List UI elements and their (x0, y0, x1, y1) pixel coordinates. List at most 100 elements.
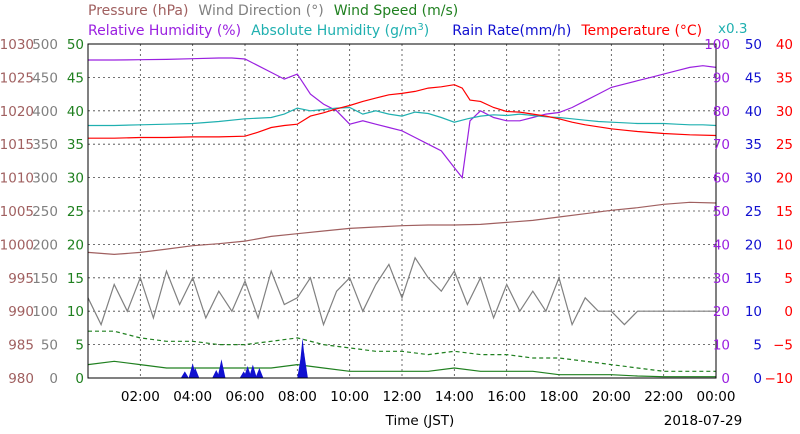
y-tick-label: 40 (67, 104, 84, 120)
y-tick-label: 35 (776, 70, 793, 86)
y-tick-label: 45 (67, 70, 84, 86)
rain-rate-bar (255, 367, 264, 378)
y-tick-label: 985 (8, 338, 34, 354)
y-tick-label: 1030 (0, 37, 34, 53)
y-tick-label: 15 (776, 204, 793, 220)
legend-item: Wind Direction (°) (198, 3, 323, 19)
rain-rate-bar (248, 364, 257, 378)
y-tick-label: 10 (745, 304, 762, 320)
legend-item: Wind Speed (m/s) (334, 3, 459, 19)
y-tick-label: 30 (67, 171, 84, 187)
y-tick-label: 60 (713, 171, 730, 187)
y-tick-label: 995 (8, 271, 34, 287)
x-tick-label: 10:00 (330, 389, 369, 405)
y-tick-label: 250 (32, 204, 58, 220)
y-tick-label: 20 (745, 237, 762, 253)
y-tick-label: 0 (784, 304, 793, 320)
series-layer (87, 57, 717, 378)
y-tick-label: 50 (713, 204, 730, 220)
y-tick-label: 990 (8, 304, 34, 320)
series-line (88, 106, 717, 127)
y-tick-label: 500 (32, 37, 58, 53)
y-tick-label: 20 (67, 237, 84, 253)
y-tick-label: 35 (745, 137, 762, 153)
rain-rate-bar (299, 351, 308, 378)
legend: Pressure (hPa) Wind Direction (°) Wind Spe… (88, 3, 747, 39)
y-tick-label: 90 (713, 70, 730, 86)
legend-item: Rain Rate(mm/h) (452, 23, 571, 39)
y-tick-label: 25 (745, 204, 762, 220)
x-axis-label: Time (JST) (385, 413, 455, 429)
y-tick-label: 15 (67, 271, 84, 287)
y-tick-label: 1005 (0, 204, 34, 220)
y-tick-label: 5 (75, 338, 84, 354)
y-tick-label: 100 (32, 304, 58, 320)
x-tick-label: 22:00 (644, 389, 683, 405)
axes-layer: 9809859909951000100510101015102010251030… (0, 37, 793, 405)
y-tick-label: 10 (713, 338, 730, 354)
y-tick-label: 30 (776, 104, 793, 120)
y-tick-label: 50 (745, 37, 762, 53)
y-tick-label: 15 (745, 271, 762, 287)
y-tick-label: 350 (32, 137, 58, 153)
x-tick-label: 12:00 (383, 389, 422, 405)
y-tick-label: 1015 (0, 137, 34, 153)
x-tick-label: 16:00 (487, 389, 526, 405)
rain-rate-bar (180, 371, 189, 378)
y-tick-label: 10 (67, 304, 84, 320)
y-tick-label: 20 (713, 304, 730, 320)
y-tick-label: 50 (41, 338, 58, 354)
rain-rate-bar (217, 359, 226, 378)
date-label: 2018-07-29 (664, 413, 742, 429)
y-tick-label: 30 (713, 271, 730, 287)
plot-frame (87, 43, 717, 379)
y-tick-label: −5 (773, 338, 793, 354)
y-tick-label: −10 (765, 371, 794, 387)
y-tick-label: 1020 (0, 104, 34, 120)
x-tick-label: 00:00 (697, 389, 736, 405)
y-tick-label: 400 (32, 104, 58, 120)
y-tick-label: 35 (67, 137, 84, 153)
y-tick-label: 40 (745, 104, 762, 120)
y-tick-label: 40 (776, 37, 793, 53)
y-tick-label: 20 (776, 171, 793, 187)
x-tick-label: 06:00 (226, 389, 265, 405)
y-tick-label: 30 (745, 171, 762, 187)
y-tick-label: 150 (32, 271, 58, 287)
y-tick-label: 300 (32, 171, 58, 187)
legend-item: Temperature (°C) (580, 23, 702, 39)
y-tick-label: 0 (75, 371, 84, 387)
y-tick-label: 1000 (0, 237, 34, 253)
x-tick-label: 14:00 (435, 389, 474, 405)
x-tick-label: 08:00 (278, 389, 317, 405)
legend-item: Pressure (hPa) (88, 3, 188, 19)
x-tick-label: 20:00 (592, 389, 631, 405)
x-tick-label: 04:00 (173, 389, 212, 405)
rain-rate-bar (243, 365, 252, 378)
y-tick-label: 25 (776, 137, 793, 153)
legend-item: Absolute Humidity (g/m3) (251, 22, 429, 39)
series-line (88, 84, 717, 139)
y-tick-label: 50 (67, 37, 84, 53)
y-tick-label: 10 (776, 237, 793, 253)
y-tick-label: 45 (745, 70, 762, 86)
y-tick-label: 5 (784, 271, 793, 287)
y-tick-label: 40 (713, 237, 730, 253)
series-line (88, 57, 717, 180)
rain-rate-bar (191, 367, 200, 378)
grid (88, 44, 716, 378)
y-tick-label: 200 (32, 237, 58, 253)
y-tick-label: 70 (713, 137, 730, 153)
y-tick-label: 1010 (0, 171, 34, 187)
y-tick-label: 80 (713, 104, 730, 120)
y-tick-label: 100 (704, 37, 730, 53)
y-tick-label: 25 (67, 204, 84, 220)
abs-humidity-scale-note: x0.3 (718, 21, 747, 37)
y-tick-label: 450 (32, 70, 58, 86)
y-tick-label: 980 (8, 371, 34, 387)
series-line (87, 201, 717, 256)
x-tick-label: 18:00 (540, 389, 579, 405)
y-tick-label: 0 (721, 371, 730, 387)
x-tick-label: 02:00 (121, 389, 160, 405)
